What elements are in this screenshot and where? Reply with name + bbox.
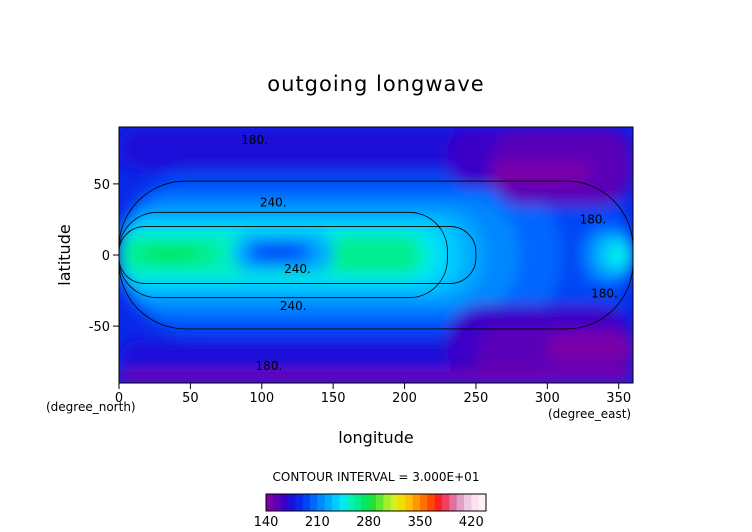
colorbar-label-2: 280: [356, 515, 381, 530]
x-tick-label-4: 200: [392, 391, 417, 406]
y-tick-label-0: -50: [89, 320, 110, 335]
colorbar-swatch-16: [383, 494, 392, 511]
field-region-15: [257, 246, 298, 258]
colorbar-frame: [265, 493, 487, 512]
contour-line-0: [119, 226, 477, 284]
colorbar-swatch-27: [464, 494, 472, 511]
colorbar-swatch-28: [471, 494, 480, 511]
colorbar-swatch-6: [310, 494, 318, 511]
colorbar-swatch-7: [317, 494, 326, 511]
chart-title: outgoing longwave: [267, 72, 484, 96]
plot-area: [119, 127, 633, 383]
colorbar-swatch-14: [368, 494, 377, 511]
contour-label-1: 240.: [260, 195, 287, 209]
contour-label-0: 180.: [241, 133, 268, 147]
x-axis-unit: (degree_east): [548, 407, 631, 421]
y-axis-unit: (degree_north): [46, 400, 136, 414]
colorbar-swatch-23: [434, 494, 443, 511]
field-region-19: [490, 162, 591, 184]
contour-label-3: 240.: [284, 262, 311, 276]
y-axis-label: latitude: [55, 224, 74, 285]
colorbar-swatch-22: [427, 494, 436, 511]
x-tick-label-3: 150: [321, 391, 346, 406]
colorbar-swatch-12: [354, 494, 362, 511]
x-tick-label-5: 250: [464, 391, 489, 406]
contour-line-2: [119, 180, 633, 330]
colorbar-swatch-17: [390, 494, 399, 511]
x-axis-label: longitude: [338, 428, 413, 447]
colorbar-swatch-8: [324, 494, 333, 511]
colorbar-swatch-15: [376, 494, 384, 511]
colorbar-swatch-19: [405, 494, 414, 511]
colorbar-swatch-21: [420, 494, 428, 511]
colorbar-swatch-13: [361, 494, 370, 511]
contour-labels: 180. 240. 180. 240. 180. 240. 180.: [241, 133, 618, 373]
colorbar-swatch-24: [442, 494, 450, 511]
colorbar-swatch-9: [332, 494, 340, 511]
colorbar-swatch-20: [412, 494, 421, 511]
contour-label-4: 180.: [591, 286, 618, 300]
x-axis: 0 50 100 150 200 250 300 350: [115, 383, 631, 406]
colorbar-label-1: 210: [305, 515, 330, 530]
field-region-24: [547, 333, 633, 362]
x-tick-label-7: 350: [606, 391, 631, 406]
colorbar-swatch-5: [302, 494, 311, 511]
colorbar-labels: 140 210 280 350 420: [254, 515, 484, 530]
colorbar-label-4: 420: [459, 515, 484, 530]
contour-interval-note: CONTOUR INTERVAL = 3.000E+01: [273, 470, 480, 484]
x-tick-label-1: 50: [182, 391, 199, 406]
colorbar-swatch-1: [273, 494, 282, 511]
x-tick-label-6: 300: [535, 391, 560, 406]
y-tick-label-1: 0: [102, 249, 110, 264]
colorbar: [265, 493, 487, 512]
x-tick-label-0: 0: [115, 391, 123, 406]
field-region-8: [333, 236, 419, 273]
colorbar-swatch-4: [295, 494, 304, 511]
colorbar-swatch-25: [449, 494, 458, 511]
contour-label-5: 240.: [280, 299, 307, 313]
colorbar-swatch-3: [288, 494, 296, 511]
field-region-23: [119, 371, 633, 383]
contour-line-1: [119, 211, 448, 299]
colorbar-swatch-11: [346, 494, 355, 511]
colorbar-swatch-26: [456, 494, 465, 511]
y-axis: -50 0 50: [89, 178, 119, 335]
contour-label-2: 180.: [580, 212, 607, 226]
colorbar-label-0: 140: [254, 515, 279, 530]
colorbar-swatch-18: [398, 494, 406, 511]
field-layers: [119, 127, 633, 383]
colorbar-swatch-10: [339, 494, 348, 511]
colorbar-label-3: 350: [408, 515, 433, 530]
colorbar-swatch-29: [478, 494, 487, 511]
colorbar-swatch-0: [266, 494, 274, 511]
contour-label-6: 180.: [256, 359, 283, 373]
x-tick-label-2: 100: [249, 391, 274, 406]
field-region-12: [604, 242, 633, 268]
y-tick-label-2: 50: [93, 178, 110, 193]
colorbar-swatch-2: [280, 494, 289, 511]
field-region-9: [144, 246, 198, 263]
